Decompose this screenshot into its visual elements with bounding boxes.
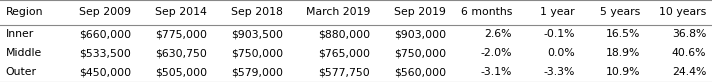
Text: $765,000: $765,000: [318, 48, 370, 58]
Text: $775,000: $775,000: [155, 29, 207, 39]
Text: 36.8%: 36.8%: [672, 29, 706, 39]
Text: $450,000: $450,000: [78, 67, 131, 77]
Text: $903,500: $903,500: [231, 29, 283, 39]
Text: $579,000: $579,000: [231, 67, 283, 77]
Text: $505,000: $505,000: [155, 67, 207, 77]
Text: $903,000: $903,000: [394, 29, 446, 39]
Text: Middle: Middle: [6, 48, 42, 58]
Text: $560,000: $560,000: [394, 67, 446, 77]
Text: 24.4%: 24.4%: [672, 67, 706, 77]
Text: $880,000: $880,000: [318, 29, 370, 39]
Text: 18.9%: 18.9%: [606, 48, 641, 58]
Text: $630,750: $630,750: [155, 48, 207, 58]
Text: 10 years: 10 years: [659, 7, 706, 17]
Text: 40.6%: 40.6%: [672, 48, 706, 58]
Text: Sep 2014: Sep 2014: [155, 7, 207, 17]
Text: $750,000: $750,000: [394, 48, 446, 58]
Text: Sep 2019: Sep 2019: [394, 7, 446, 17]
Text: -3.1%: -3.1%: [481, 67, 512, 77]
Text: 0.0%: 0.0%: [547, 48, 575, 58]
Text: Inner: Inner: [6, 29, 34, 39]
Text: Outer: Outer: [6, 67, 37, 77]
Text: 6 months: 6 months: [461, 7, 512, 17]
Text: March 2019: March 2019: [305, 7, 370, 17]
Text: -2.0%: -2.0%: [481, 48, 512, 58]
Text: -0.1%: -0.1%: [543, 29, 575, 39]
Text: 2.6%: 2.6%: [485, 29, 512, 39]
Text: Region: Region: [6, 7, 43, 17]
Text: $533,500: $533,500: [79, 48, 131, 58]
Text: $660,000: $660,000: [78, 29, 131, 39]
Text: Sep 2018: Sep 2018: [231, 7, 283, 17]
Text: Sep 2009: Sep 2009: [79, 7, 131, 17]
Text: 10.9%: 10.9%: [606, 67, 641, 77]
Text: 5 years: 5 years: [600, 7, 641, 17]
Text: 1 year: 1 year: [540, 7, 575, 17]
Text: $750,000: $750,000: [231, 48, 283, 58]
Text: $577,750: $577,750: [318, 67, 370, 77]
Text: -3.3%: -3.3%: [543, 67, 575, 77]
Text: 16.5%: 16.5%: [606, 29, 641, 39]
